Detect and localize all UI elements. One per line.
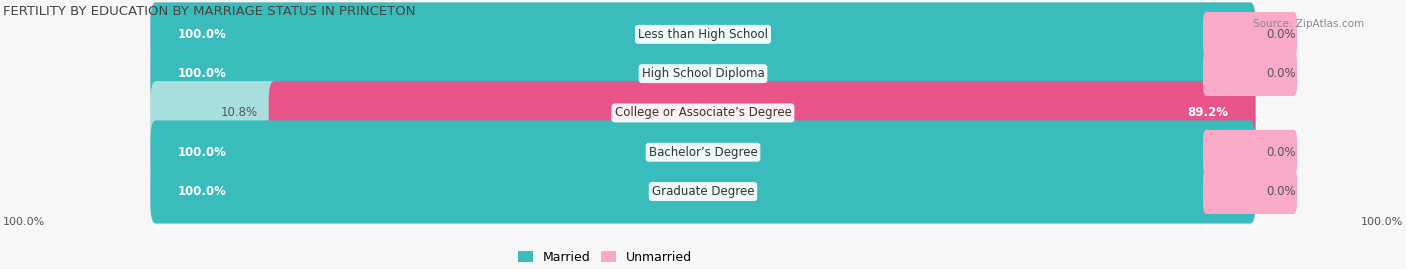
Text: FERTILITY BY EDUCATION BY MARRIAGE STATUS IN PRINCETON: FERTILITY BY EDUCATION BY MARRIAGE STATU… — [3, 5, 415, 18]
Text: Graduate Degree: Graduate Degree — [652, 185, 754, 198]
FancyBboxPatch shape — [150, 2, 1256, 66]
Text: Bachelor’s Degree: Bachelor’s Degree — [648, 146, 758, 159]
FancyBboxPatch shape — [150, 42, 1256, 105]
FancyBboxPatch shape — [269, 81, 1256, 145]
Text: 100.0%: 100.0% — [3, 217, 45, 227]
FancyBboxPatch shape — [150, 81, 1256, 145]
FancyBboxPatch shape — [1204, 12, 1298, 57]
Text: Less than High School: Less than High School — [638, 28, 768, 41]
FancyBboxPatch shape — [150, 121, 1256, 184]
Text: 0.0%: 0.0% — [1267, 146, 1296, 159]
Text: 89.2%: 89.2% — [1187, 107, 1229, 119]
Text: 10.8%: 10.8% — [221, 107, 257, 119]
Text: 100.0%: 100.0% — [177, 146, 226, 159]
Text: 100.0%: 100.0% — [177, 185, 226, 198]
Text: 100.0%: 100.0% — [1361, 217, 1403, 227]
Text: 0.0%: 0.0% — [1267, 67, 1296, 80]
Text: 0.0%: 0.0% — [1267, 28, 1296, 41]
Legend: Married, Unmarried: Married, Unmarried — [513, 246, 697, 269]
Text: 0.0%: 0.0% — [1267, 185, 1296, 198]
FancyBboxPatch shape — [1204, 130, 1298, 175]
Text: High School Diploma: High School Diploma — [641, 67, 765, 80]
FancyBboxPatch shape — [1204, 51, 1298, 96]
FancyBboxPatch shape — [150, 160, 1256, 223]
Text: 100.0%: 100.0% — [177, 67, 226, 80]
FancyBboxPatch shape — [150, 2, 1256, 66]
FancyBboxPatch shape — [150, 42, 1256, 105]
FancyBboxPatch shape — [150, 160, 1256, 223]
FancyBboxPatch shape — [1204, 169, 1298, 214]
Text: 100.0%: 100.0% — [177, 28, 226, 41]
Text: Source: ZipAtlas.com: Source: ZipAtlas.com — [1253, 19, 1364, 29]
FancyBboxPatch shape — [150, 121, 1256, 184]
Text: College or Associate’s Degree: College or Associate’s Degree — [614, 107, 792, 119]
FancyBboxPatch shape — [150, 81, 280, 145]
